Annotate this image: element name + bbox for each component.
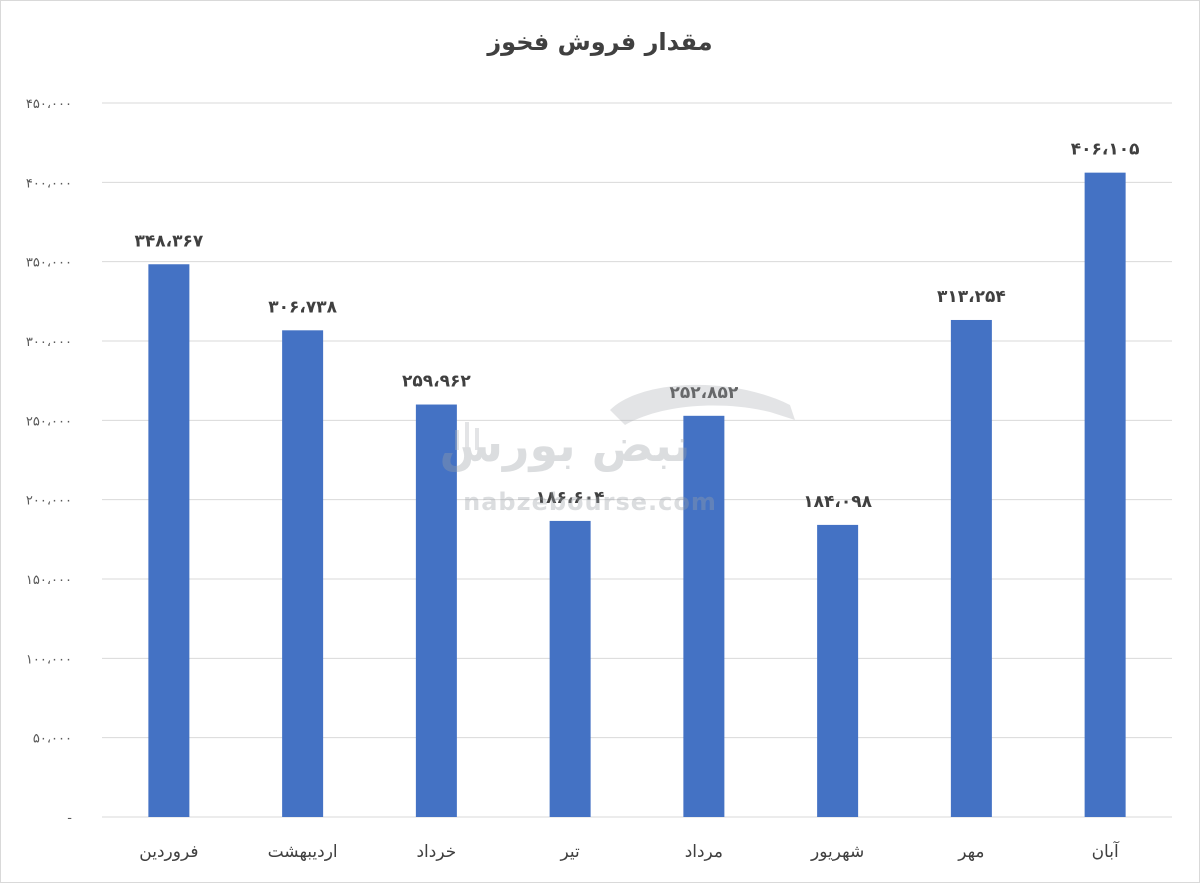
y-axis-ticks: - ۵۰،۰۰۰ ۱۰۰،۰۰۰ ۱۵۰،۰۰۰ ۲۰۰،۰۰۰ ۲۵۰،۰۰۰ ۳۰۰،۰… (26, 97, 72, 826)
bars (148, 172, 1126, 817)
y-tick-label: ۱۵۰،۰۰۰ (26, 573, 72, 588)
y-tick-label: ۲۰۰،۰۰۰ (26, 494, 72, 509)
bar (282, 330, 324, 817)
bar (415, 404, 457, 817)
y-tick-label: ۵۰،۰۰۰ (33, 732, 72, 747)
data-label: ۳۰۶،۷۳۸ (268, 297, 337, 317)
y-tick-label: - (67, 811, 72, 826)
data-label: ۳۴۸،۳۶۷ (135, 231, 204, 251)
bar (549, 520, 591, 817)
x-tick-label: مرداد (685, 842, 723, 862)
x-tick-label: اردیبهشت (268, 842, 338, 862)
bar (817, 524, 859, 817)
data-label: ۳۱۳،۲۵۴ (937, 287, 1006, 307)
y-tick-label: ۳۵۰،۰۰۰ (26, 256, 72, 271)
data-labels: ۳۴۸،۳۶۷ ۳۰۶،۷۳۸ ۲۵۹،۹۶۲ ۱۸۶،۶۰۴ ۲۵۲،۸۵۲ ۱۸۴،۰… (135, 140, 1140, 512)
y-tick-label: ۴۰۰،۰۰۰ (26, 176, 72, 191)
bar (950, 319, 992, 817)
x-tick-label: فروردین (139, 842, 198, 862)
chart-title: مقدار فروش فخوز (487, 28, 713, 56)
x-tick-label: آبان (1092, 840, 1120, 862)
data-label: ۲۵۲،۸۵۲ (670, 383, 739, 403)
x-tick-label: مهر (957, 842, 984, 862)
data-label: ۲۵۹،۹۶۲ (402, 372, 471, 392)
y-tick-label: ۳۰۰،۰۰۰ (26, 335, 72, 350)
bar (683, 415, 725, 817)
grid-layer (102, 102, 1172, 818)
bar (148, 264, 190, 817)
x-axis-ticks: فروردین اردیبهشت خرداد تیر مرداد شهریور مهر آبا… (139, 840, 1120, 862)
x-tick-label: تیر (560, 842, 581, 862)
x-tick-label: شهریور (810, 842, 864, 862)
y-tick-label: ۴۵۰،۰۰۰ (26, 97, 72, 112)
data-label: ۱۸۴،۰۹۸ (803, 492, 872, 512)
y-tick-label: ۱۰۰،۰۰۰ (26, 652, 72, 667)
data-label: ۴۰۶،۱۰۵ (1071, 140, 1140, 160)
y-tick-label: ۲۵۰،۰۰۰ (26, 414, 72, 429)
x-tick-label: خرداد (416, 842, 456, 862)
data-label: ۱۸۶،۶۰۴ (536, 488, 605, 508)
bar (1084, 172, 1126, 817)
